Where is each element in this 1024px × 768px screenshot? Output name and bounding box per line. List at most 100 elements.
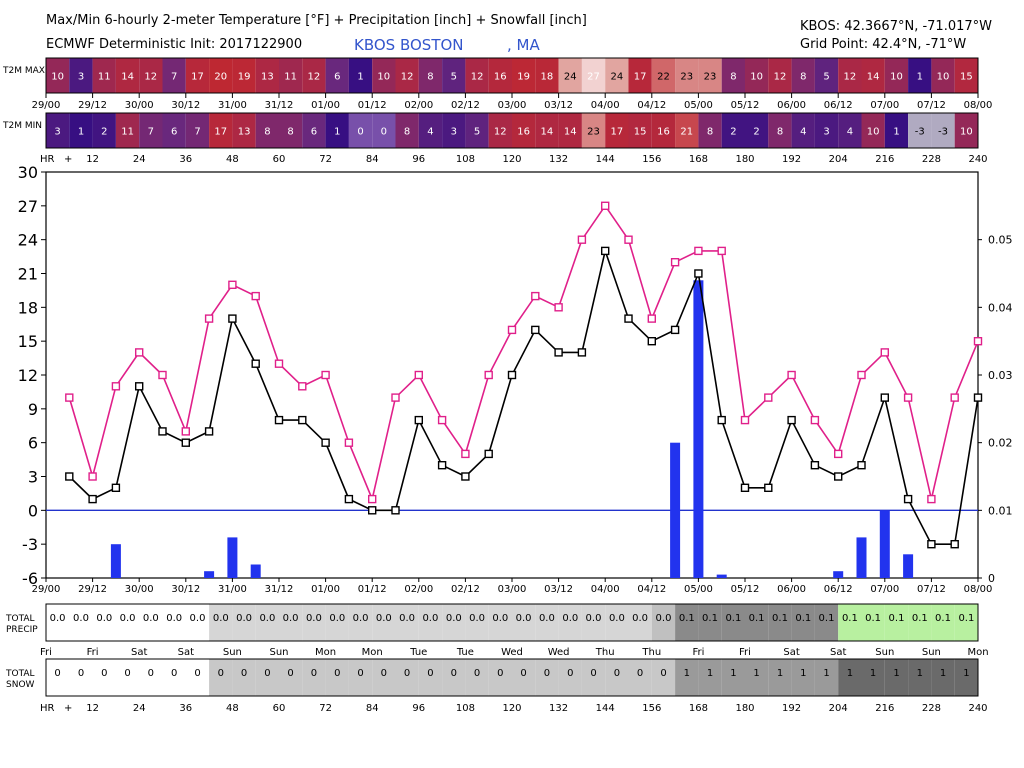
day-label: Sun	[875, 647, 894, 658]
t2m-min-value: 1	[334, 127, 340, 138]
snow-value: 0	[427, 668, 433, 679]
precip-bar	[903, 554, 914, 578]
t2m-max-point	[65, 393, 74, 402]
t2m-max-value: 24	[611, 72, 624, 83]
t2m-max-value: 10	[51, 72, 64, 83]
t2m-min-point	[740, 483, 750, 492]
day-label: Sun	[269, 647, 288, 658]
snow-value: 1	[870, 668, 876, 679]
plot-area: 302724211815129630-3-60.050.040.030.020.…	[18, 163, 1013, 595]
t2m-min-cell	[348, 113, 373, 148]
hr-tick-label: 24	[133, 154, 146, 165]
t2m-min-point	[228, 314, 237, 323]
y-tick-label: 21	[18, 265, 38, 284]
snow-value: 1	[800, 668, 806, 679]
t2m-min-point	[903, 494, 913, 504]
y2-tick-label: 0.04	[988, 301, 1013, 314]
t2m-max-value: 17	[191, 72, 204, 83]
hr-tick-label: 12	[86, 154, 99, 165]
precip-value: 0.1	[889, 613, 905, 624]
snow-cell	[92, 659, 116, 696]
snow-value: 0	[497, 668, 503, 679]
date-tick-label: 31/00	[218, 100, 247, 111]
hr-tick-label: 168	[689, 703, 708, 714]
hr-tick-label: 204	[829, 703, 848, 714]
precip-value: 0.1	[958, 613, 974, 624]
precip-cell	[931, 604, 955, 641]
t2m-max-point	[298, 382, 307, 391]
x-tick-label: 30/12	[171, 584, 200, 595]
date-tick-label: 01/12	[358, 100, 387, 111]
y2-tick-label: 0.02	[988, 437, 1013, 450]
precip-cell	[69, 604, 93, 641]
t2m-min-value: 14	[541, 127, 554, 138]
t2m-max-cell	[442, 58, 466, 93]
t2m-min-point	[857, 461, 866, 470]
precip-cell	[558, 604, 582, 641]
precip-value: 0.1	[935, 613, 951, 624]
t2m-min-point	[251, 359, 260, 368]
snow-cell	[302, 659, 326, 696]
t2m-min-point	[158, 427, 167, 436]
snow-label-2: SNOW	[6, 680, 35, 690]
snow-cell	[185, 659, 210, 696]
snow-value: 0	[264, 668, 270, 679]
hr-tick-label: 240	[968, 154, 987, 165]
t2m-min-value: 3	[451, 127, 457, 138]
snow-value: 0	[520, 668, 526, 679]
snow-cell	[721, 659, 745, 696]
snow-cell	[255, 659, 279, 696]
t2m-min-point	[484, 449, 493, 459]
day-label: Tue	[456, 647, 474, 658]
t2m-max-value: 10	[937, 72, 950, 83]
precip-cell	[581, 604, 606, 641]
y-tick-label: -6	[22, 569, 38, 588]
snow-cell	[861, 659, 885, 696]
t2m-max-point	[950, 393, 959, 402]
precip-value: 0.0	[213, 613, 229, 624]
t2m-max-value: 11	[284, 72, 297, 83]
precip-cell	[675, 604, 699, 641]
y-tick-label: 3	[28, 468, 38, 487]
t2m-min-point	[65, 472, 74, 481]
t2m-min-point	[694, 269, 703, 278]
t2m-max-cell	[46, 58, 70, 93]
hr-tick-label: 36	[179, 703, 192, 714]
t2m-max-cell	[768, 58, 792, 93]
precip-bar	[693, 280, 704, 578]
hr-tick-label: 84	[366, 703, 379, 714]
snow-cell	[675, 659, 699, 696]
t2m-min-point	[554, 348, 563, 357]
precip-bar	[250, 564, 261, 578]
precip-cell	[255, 604, 279, 641]
t2m-min-value: 17	[611, 127, 624, 138]
t2m-max-value: 19	[238, 72, 251, 83]
t2m-max-point	[740, 415, 750, 425]
t2m-max-cell	[535, 58, 559, 93]
t2m-min-cell	[558, 113, 582, 148]
date-tick-label: 04/12	[637, 100, 666, 111]
t2m-max-cell	[884, 58, 909, 93]
t2m-max-cell	[558, 58, 582, 93]
t2m-max-value: 8	[800, 72, 806, 83]
precip-cell	[535, 604, 559, 641]
t2m-min-point	[601, 246, 610, 256]
precip-cell	[325, 604, 349, 641]
precip-row: 0.0 0.0 0.0 0.0 0.0 0.0 0.0 0.0 0.0 0.0 0.0 0.0 0.0 0…	[45, 603, 979, 642]
precip-cell	[465, 604, 489, 641]
hr-tick-label: 48	[226, 154, 239, 165]
t2m-max-cell	[418, 58, 443, 93]
t2m-min-value: 1	[893, 127, 899, 138]
day-label: Sat	[131, 647, 147, 658]
t2m-min-cell	[838, 113, 862, 148]
t2m-max-cell	[698, 58, 722, 93]
snow-row: 0 0 0 0 0 0 0 0 0 0 0 0 0 0 0 0 0 0 0 0 0 0 0 0 0 0 0 1 1 1 1 1 1 1 1 1 1 1 1 1	[45, 658, 979, 697]
precip-cell	[651, 604, 676, 641]
x-tick-label: 01/12	[358, 584, 387, 595]
snow-cell	[512, 659, 536, 696]
snow-cell	[162, 659, 186, 696]
day-label: Sun	[223, 647, 242, 658]
snow-value: 0	[101, 668, 107, 679]
hr-tick-label: 60	[273, 154, 286, 165]
y-tick-label: 24	[18, 231, 38, 250]
